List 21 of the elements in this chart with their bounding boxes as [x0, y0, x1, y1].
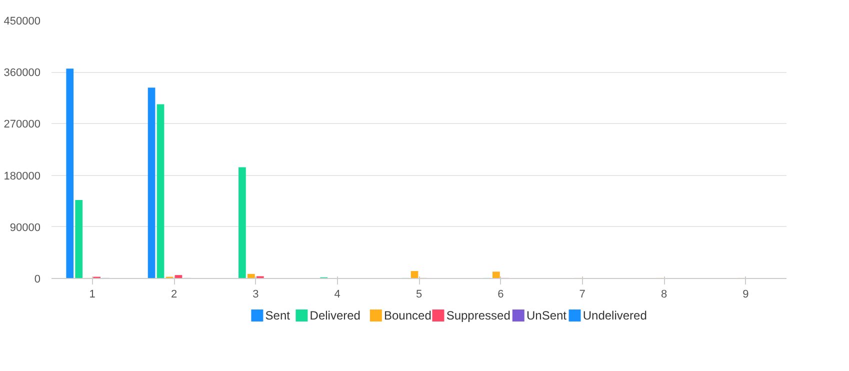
x-tick-label: 7 — [579, 288, 586, 300]
y-tick-label: 360000 — [4, 67, 41, 80]
x-tick-label: 9 — [742, 288, 749, 300]
legend-label: Bounced — [384, 308, 432, 322]
legend-label: Suppressed — [446, 308, 510, 322]
x-tick-label: 1 — [89, 288, 96, 300]
legend-label: Undelivered — [582, 308, 647, 322]
x-tick-label: 3 — [252, 288, 259, 300]
legend-label: Delivered — [310, 308, 360, 322]
y-tick-label: 90000 — [10, 222, 41, 234]
x-tick-label: 5 — [416, 288, 422, 300]
legend-label: UnSent — [526, 308, 568, 322]
y-tick-label: 270000 — [4, 118, 41, 131]
x-tick-label: 2 — [170, 288, 178, 300]
legend-label: Sent — [265, 308, 291, 322]
x-tick-label: 8 — [660, 288, 668, 300]
y-tick-label: 450000 — [4, 16, 41, 28]
x-tick-label: 6 — [498, 288, 504, 300]
x-tick-label: 4 — [334, 288, 340, 300]
y-tick-label: 0 — [34, 274, 41, 286]
y-tick-label: 180000 — [4, 170, 41, 182]
